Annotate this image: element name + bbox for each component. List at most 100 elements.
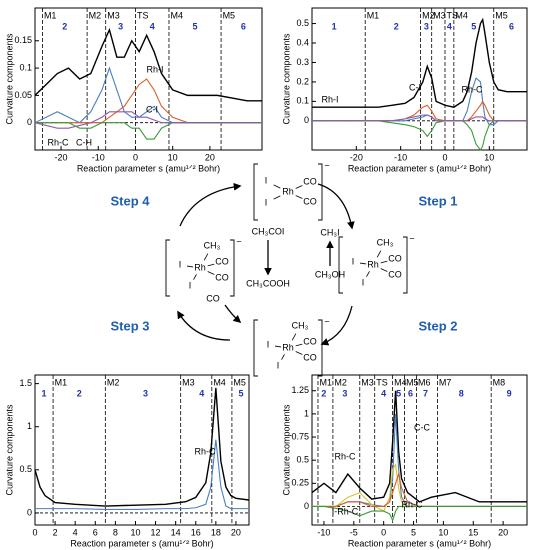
- bond: [380, 268, 388, 272]
- y-tick-label: 0: [27, 117, 32, 127]
- x-tick-label: 10: [438, 527, 448, 537]
- plot-frame: [34, 7, 263, 151]
- bracket: [253, 319, 323, 377]
- y-tick-label: 0: [27, 507, 32, 517]
- y-tick-label: 0.75: [291, 431, 309, 441]
- arrow: [177, 310, 231, 341]
- annotation: C-H: [76, 137, 92, 147]
- region-label: 1: [332, 21, 337, 31]
- y-axis-label: Curvature components: [281, 404, 291, 496]
- x-tick-label: -10: [92, 152, 105, 162]
- arrow: [317, 183, 355, 230]
- boundary-label: M2: [334, 377, 347, 387]
- boundary-label: TS: [376, 377, 388, 387]
- bond: [295, 185, 303, 189]
- bond: [203, 253, 209, 261]
- boundary-label: M4: [170, 10, 183, 20]
- series-line: [34, 387, 250, 507]
- ligand: I: [265, 197, 268, 207]
- charge: −: [236, 236, 241, 246]
- series-line: [35, 122, 262, 140]
- region-label: 5: [238, 388, 243, 398]
- boundary-label: M3: [433, 10, 446, 20]
- step-label: Step 3: [110, 318, 149, 333]
- ligand: CO: [388, 269, 402, 279]
- region-label: 5: [193, 21, 198, 31]
- metal-center: Rh: [282, 342, 294, 352]
- ligand: CO: [303, 196, 317, 206]
- x-tick-label: 5: [411, 527, 416, 537]
- region-label: 7: [423, 388, 428, 398]
- boundary-label: M8: [493, 377, 506, 387]
- series-line: [34, 111, 262, 129]
- x-tick-label: -10: [394, 152, 407, 162]
- complex: Rh CH₃ I CO CO I −: [338, 233, 415, 294]
- y-tick-label: 0.3: [296, 57, 309, 67]
- x-tick-label: 20: [231, 527, 241, 537]
- y-tick-label: 0.5: [19, 464, 32, 474]
- series-line: [35, 78, 262, 124]
- ligand: I: [179, 259, 182, 269]
- boundary-label: M5: [406, 377, 419, 387]
- bond: [273, 184, 281, 189]
- region-label: 2: [77, 388, 82, 398]
- boundary-label: M1: [319, 377, 332, 387]
- y-axis-label: Curvature components: [4, 404, 14, 496]
- boundary-label: M4: [213, 377, 226, 387]
- y-tick-label: 0.1: [296, 96, 309, 106]
- bond: [295, 343, 303, 347]
- x-tick-label: 0: [32, 527, 37, 537]
- boundary-label: M1: [44, 10, 57, 20]
- metal-center: Rh: [282, 186, 294, 196]
- x-tick-label: 12: [151, 527, 161, 537]
- boundary-label: M2: [107, 377, 120, 387]
- x-tick-label: 16: [191, 527, 201, 537]
- ligand: CO: [303, 176, 317, 186]
- region-label: 2: [62, 21, 67, 31]
- ligand: I: [352, 256, 355, 266]
- ligand: I: [267, 339, 270, 349]
- bond: [193, 274, 197, 280]
- plot-frame: [34, 374, 250, 526]
- region-label: 4: [199, 388, 204, 398]
- x-tick-label: 18: [211, 527, 221, 537]
- x-axis-label: Reaction parameter s (amu¹ᐟ² Bohr): [77, 163, 220, 173]
- charge: −: [324, 316, 329, 326]
- annotation: Rh-C: [334, 451, 356, 461]
- series-line: [312, 114, 527, 122]
- series-line: [35, 439, 249, 511]
- boundary-label: M5: [233, 377, 246, 387]
- boundary-label: M3: [107, 10, 120, 20]
- y-axis-label: Curvature components: [281, 33, 291, 125]
- x-tick-label: 20: [205, 152, 215, 162]
- bond: [380, 260, 388, 264]
- region-label: 5: [396, 388, 401, 398]
- region-label: 3: [424, 21, 429, 31]
- plot-frame: [311, 374, 528, 526]
- boundary-label: M1: [55, 377, 68, 387]
- y-tick-label: 0.5: [296, 455, 309, 465]
- y-tick-label: 1: [304, 408, 309, 418]
- y-tick-label: 0.4: [296, 37, 309, 47]
- annotation: Rh-C: [401, 499, 423, 509]
- annotation: C-I: [146, 104, 158, 114]
- bracket: [165, 239, 235, 297]
- bond: [273, 195, 281, 200]
- ligand: CH₃: [292, 320, 309, 330]
- y-tick-label: 1: [27, 421, 32, 431]
- complex: Rh CH₃ I CO CO I −: [253, 316, 330, 377]
- annotation: Rh-C: [461, 84, 483, 94]
- region-label: 6: [241, 21, 246, 31]
- x-tick-label: -20: [55, 152, 68, 162]
- y-tick-label: 0: [304, 501, 309, 511]
- x-tick-label: 4: [73, 527, 78, 537]
- region-label: 2: [321, 388, 326, 398]
- species-label: CH₃COOH: [246, 278, 290, 288]
- x-axis-label: Reaction parameter s (amu¹ᐟ² Bohr): [348, 538, 491, 548]
- ligand: CO: [215, 272, 229, 282]
- bond: [281, 354, 285, 360]
- region-label: 4: [381, 388, 386, 398]
- boundary-label: M3: [182, 377, 195, 387]
